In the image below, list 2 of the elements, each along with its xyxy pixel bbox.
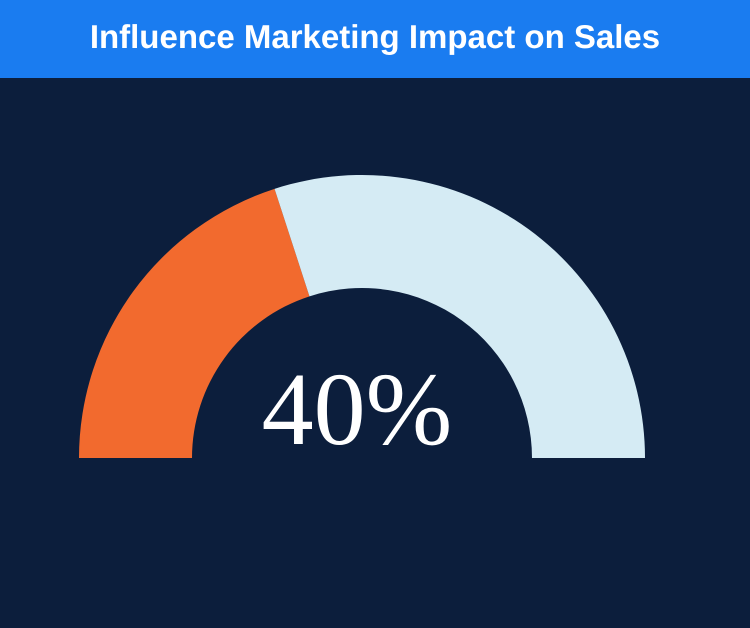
chart-title: Influence Marketing Impact on Sales (0, 0, 750, 78)
text: 40% (260, 352, 454, 467)
